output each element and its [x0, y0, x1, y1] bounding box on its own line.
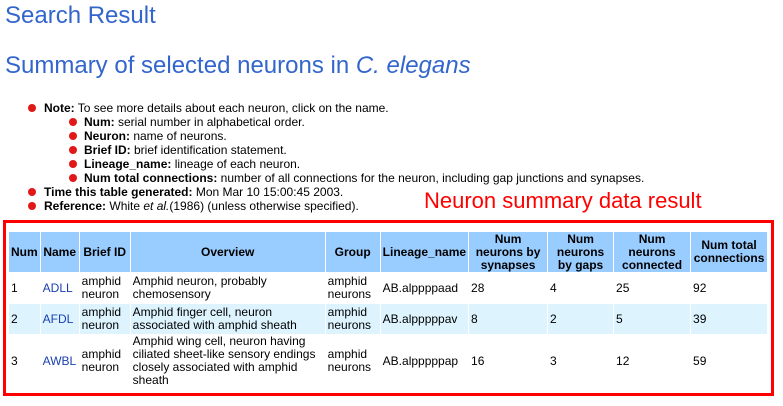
header-connected: Num neurons connected — [613, 231, 692, 273]
neuron-link-awbl[interactable]: AWBL — [42, 353, 77, 368]
neuron-summary-table: Num Name Brief ID Overview Group Lineage… — [8, 231, 769, 388]
neuron-link-adll[interactable]: ADLL — [42, 280, 73, 295]
reference-et-al: et al. — [143, 199, 170, 213]
cell-group: amphid neurons — [324, 272, 381, 304]
cell-group: amphid neurons — [324, 334, 381, 388]
sub-item-label: Neuron: — [84, 129, 130, 143]
bullet-icon — [69, 132, 77, 140]
annotation-label: Neuron summary data result — [424, 188, 702, 213]
time-label: Time this table generated: — [44, 185, 193, 199]
bullet-icon — [28, 104, 36, 112]
page-subtitle: Summary of selected neurons in C. elegan… — [5, 52, 471, 80]
header-overview: Overview — [129, 231, 326, 273]
note-text: To see more details about each neuron, c… — [74, 101, 389, 115]
cell-synapses: 28 — [468, 272, 549, 304]
cell-num: 2 — [8, 303, 41, 335]
bullet-icon — [28, 188, 36, 196]
header-gaps: Num neurons by gaps — [547, 231, 615, 273]
sub-item-text: name of neurons. — [130, 129, 227, 143]
cell-connected: 25 — [613, 272, 692, 304]
bullet-icon — [69, 174, 77, 182]
header-lineage: Lineage_name — [379, 231, 470, 273]
reference-text: White — [106, 199, 144, 213]
cell-gaps: 2 — [547, 303, 615, 335]
time-text: Mon Mar 10 15:00:45 2003. — [192, 185, 344, 199]
page-title: Search Result — [5, 2, 156, 29]
cell-synapses: 8 — [468, 303, 549, 335]
cell-name: AWBL — [39, 334, 80, 388]
cell-connected: 12 — [613, 334, 692, 388]
header-brief-id: Brief ID — [78, 231, 131, 273]
cell-overview: Amphid neuron, probably chemosensory — [129, 272, 326, 304]
cell-total: 59 — [690, 334, 769, 388]
table-row: 3 AWBL amphid neuron Amphid wing cell, n… — [8, 334, 769, 388]
subtitle-prefix: Summary of selected neurons in — [5, 52, 356, 79]
cell-lineage: AB.alpppppav — [379, 303, 470, 335]
highlight-box: Num Name Brief ID Overview Group Lineage… — [3, 220, 774, 396]
cell-name: AFDL — [39, 303, 80, 335]
sub-item-text: number of all connections for the neuron… — [217, 171, 645, 185]
bullet-icon — [69, 160, 77, 168]
sub-item-label: Num total connections: — [84, 171, 218, 185]
header-total: Num total connections — [690, 231, 769, 273]
header-num: Num — [8, 231, 41, 273]
note-label: Note: — [44, 101, 75, 115]
subtitle-species: C. elegans — [355, 52, 471, 79]
cell-gaps: 4 — [547, 272, 615, 304]
cell-group: amphid neurons — [324, 303, 381, 335]
reference-label: Reference: — [44, 199, 107, 213]
cell-brief-id: amphid neuron — [78, 334, 131, 388]
neuron-link-afdl[interactable]: AFDL — [42, 311, 74, 326]
cell-total: 39 — [690, 303, 769, 335]
table-row: 2 AFDL amphid neuron Amphid finger cell,… — [8, 303, 769, 335]
bullet-icon — [28, 202, 36, 210]
cell-lineage: AB.alpppppap — [379, 334, 470, 388]
sub-item-text: serial number in alphabetical order. — [114, 115, 305, 129]
header-name: Name — [39, 231, 80, 273]
cell-overview: Amphid finger cell, neuron associated wi… — [129, 303, 326, 335]
bullet-icon — [69, 118, 77, 126]
header-group: Group — [324, 231, 381, 273]
sub-item-label: Lineage_name: — [84, 157, 172, 171]
cell-connected: 5 — [613, 303, 692, 335]
cell-gaps: 3 — [547, 334, 615, 388]
cell-overview: Amphid wing cell, neuron having ciliated… — [129, 334, 326, 388]
sub-item-text: brief identification statement. — [130, 143, 287, 157]
table-row: 1 ADLL amphid neuron Amphid neuron, prob… — [8, 272, 769, 304]
cell-lineage: AB.alppppaad — [379, 272, 470, 304]
header-synapses: Num neurons by synapses — [468, 231, 549, 273]
cell-name: ADLL — [39, 272, 80, 304]
bullet-icon — [69, 146, 77, 154]
sub-item-label: Num: — [84, 115, 115, 129]
cell-brief-id: amphid neuron — [78, 303, 131, 335]
reference-text-end: (1986) (unless otherwise specified). — [169, 199, 359, 213]
table-header-row: Num Name Brief ID Overview Group Lineage… — [8, 231, 769, 273]
cell-synapses: 16 — [468, 334, 549, 388]
sub-item-text: lineage of each neuron. — [171, 157, 301, 171]
cell-brief-id: amphid neuron — [78, 272, 131, 304]
cell-total: 92 — [690, 272, 769, 304]
sub-item-label: Brief ID: — [84, 143, 131, 157]
cell-num: 3 — [8, 334, 41, 388]
cell-num: 1 — [8, 272, 41, 304]
